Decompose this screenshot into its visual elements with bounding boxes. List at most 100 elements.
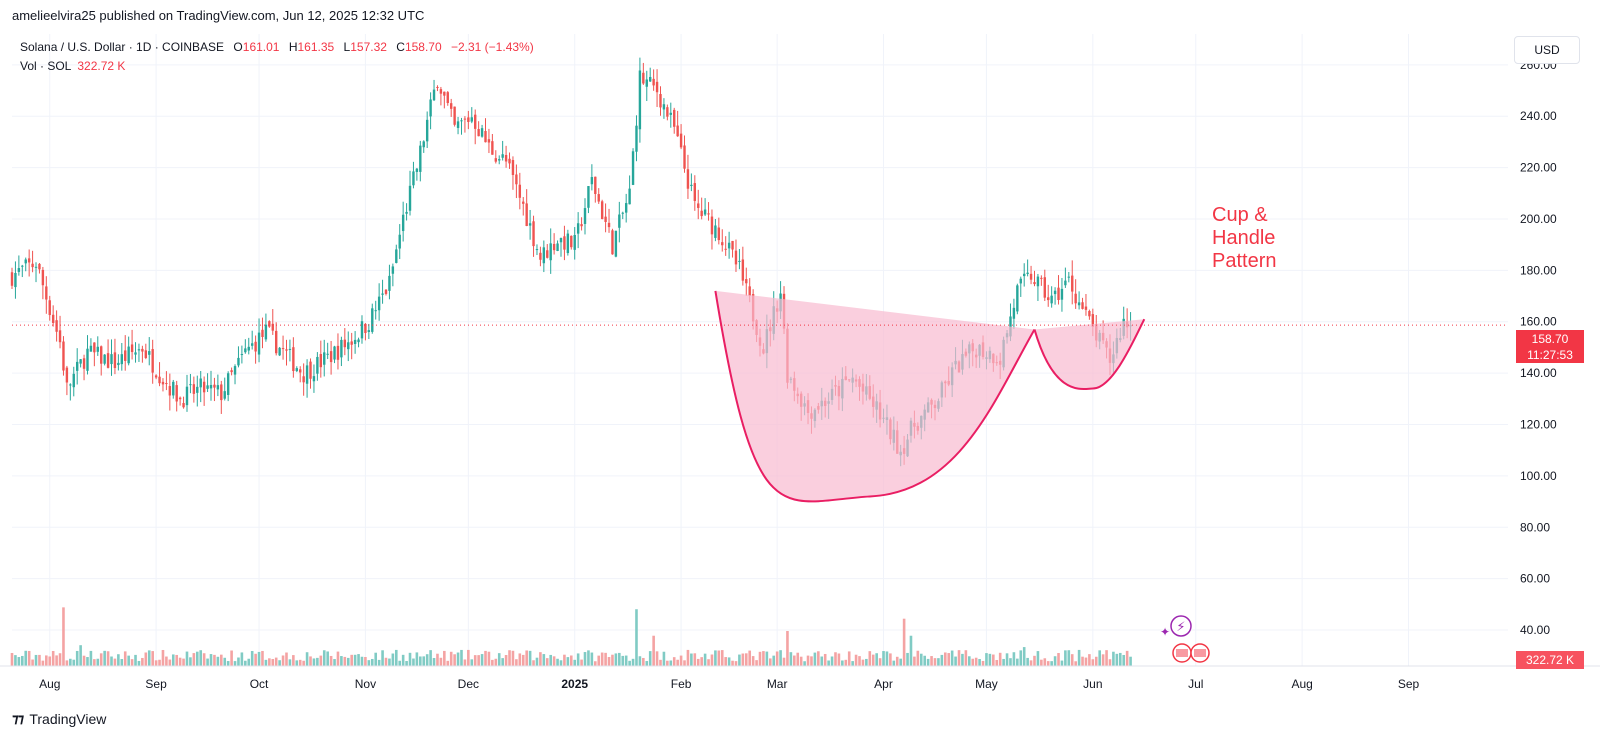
candle-body [220, 384, 223, 401]
bar-countdown: 11:27:53 [1527, 348, 1573, 362]
candle-body [573, 234, 576, 250]
candle-body [549, 243, 552, 261]
volume-bar [206, 658, 209, 666]
candle-body [175, 385, 178, 402]
volume-bar [209, 654, 213, 666]
volume-bar [20, 655, 24, 666]
candle-body [655, 81, 659, 93]
candle-body [374, 310, 377, 312]
candle-body [292, 347, 295, 372]
candle-body [178, 397, 182, 400]
cup-curve [714, 290, 1036, 503]
candle-body [429, 99, 432, 117]
volume-bar [590, 652, 594, 666]
candle-body [237, 357, 240, 366]
ohlc-row: Solana / U.S. Dollar · 1D · COINBASE O16… [20, 38, 534, 57]
volume-bar [449, 651, 453, 666]
candle-body [710, 216, 714, 235]
price-tick-label: 200.00 [1520, 212, 1557, 226]
candle-body [539, 252, 542, 260]
volume-bar [429, 650, 432, 666]
volume-bar [113, 658, 117, 666]
volume-bar [168, 659, 172, 666]
volume-bar [717, 650, 721, 666]
volume-bar [604, 652, 607, 666]
candle-body [460, 120, 463, 122]
volume-bar [346, 657, 350, 666]
time-tick-label: Aug [39, 677, 60, 691]
candle-body [391, 266, 395, 274]
candle-body [515, 174, 518, 185]
candle-body [333, 346, 336, 360]
candle-body [103, 354, 106, 364]
volume-bar [882, 651, 885, 666]
candle-body [535, 249, 539, 251]
volume-bar [1057, 653, 1060, 666]
volume-bar [751, 656, 755, 666]
time-tick-label: May [975, 677, 998, 691]
candle-body [106, 353, 110, 368]
volume-bar [86, 657, 89, 666]
candle-body [1088, 310, 1091, 317]
candle-body [1081, 302, 1084, 309]
candle-body [326, 353, 329, 355]
candle-body [124, 350, 127, 361]
volume-bar [943, 652, 947, 666]
currency-button[interactable]: USD [1514, 36, 1580, 64]
volume-bar [1070, 654, 1074, 666]
candle-body [590, 177, 594, 185]
candle-body [1057, 287, 1060, 300]
candle-body [154, 375, 158, 378]
volume-bar [65, 660, 69, 666]
price-axis: 40.00 60.00 80.00 100.00 120.00 140.00 160.00 1… [1520, 58, 1557, 637]
volume-bar [642, 657, 645, 666]
candle-body [734, 250, 738, 265]
volume-bar [576, 653, 580, 666]
volume-bar [343, 656, 347, 666]
volume-bar [484, 650, 487, 666]
volume-bar [305, 652, 309, 666]
volume-bar [247, 658, 251, 666]
volume-bar [919, 653, 923, 666]
candle-body [439, 89, 443, 94]
volume-bar [830, 656, 834, 666]
time-tick-label: Nov [355, 677, 376, 691]
volume-bar [1064, 650, 1067, 666]
volume-bar [974, 657, 978, 666]
volume-bar [614, 653, 618, 666]
candle-body [1067, 276, 1071, 278]
candle-body [542, 247, 546, 264]
tradingview-logo[interactable]: ⁊⁊ TradingView [12, 711, 106, 727]
volume-bar [875, 653, 878, 666]
volume-bar [96, 658, 100, 666]
candle-body [570, 235, 573, 248]
volume-bar [676, 659, 679, 666]
volume-bar [182, 658, 185, 666]
volume-bar [463, 659, 467, 666]
candle-body [412, 171, 415, 186]
volume-bar [1036, 651, 1040, 666]
candle-body [494, 158, 497, 162]
volume-bar [158, 659, 161, 666]
volume-bar [419, 656, 422, 666]
price-tick-label: 160.00 [1520, 315, 1557, 329]
volume-bar [775, 651, 779, 666]
volume-label[interactable]: Vol · SOL [20, 59, 72, 73]
candle-body [278, 347, 281, 356]
volume-bar [425, 654, 429, 666]
volume-bar [41, 660, 45, 666]
candle-body [165, 383, 168, 385]
volume-bar [889, 653, 892, 666]
candle-body [1036, 276, 1040, 287]
candle-body [679, 133, 683, 148]
price-tick-label: 140.00 [1520, 366, 1557, 380]
volume-bar [58, 653, 62, 666]
volume-bar [216, 656, 220, 666]
symbol-label[interactable]: Solana / U.S. Dollar · 1D · COINBASE [20, 40, 225, 54]
candle-body [528, 223, 532, 226]
candle-body [624, 203, 628, 213]
volume-bar [250, 650, 254, 666]
volume-bar [422, 656, 426, 666]
volume-bar [130, 659, 134, 666]
